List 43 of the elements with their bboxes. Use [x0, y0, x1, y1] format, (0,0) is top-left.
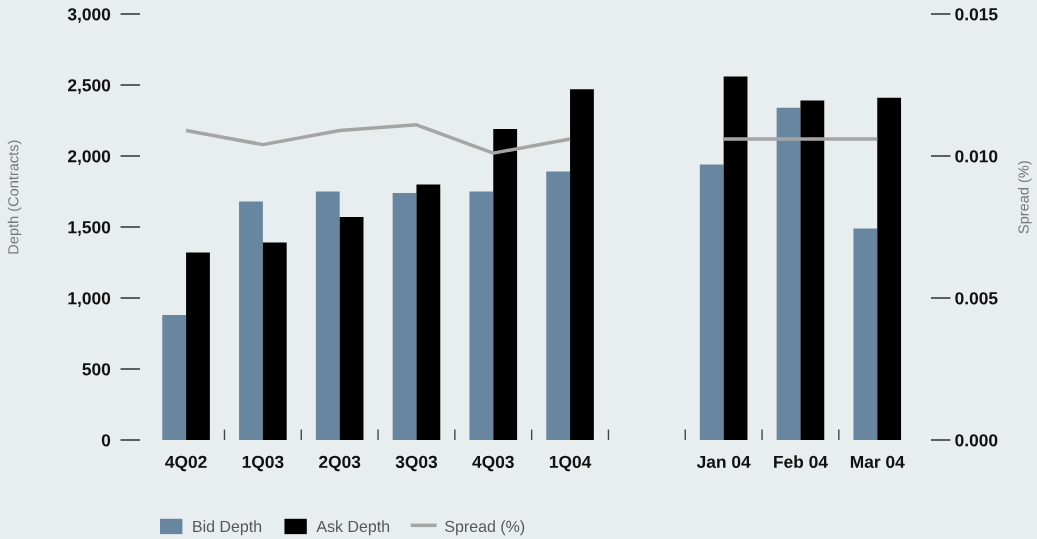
- bar: [546, 171, 571, 440]
- bar: [493, 129, 518, 440]
- bar: [186, 252, 210, 440]
- bar: [339, 217, 364, 440]
- bar: [392, 192, 417, 440]
- y2-tick-label: 0.010: [955, 150, 998, 163]
- bar: [262, 242, 287, 440]
- legend-label: Ask Depth: [316, 520, 390, 536]
- x-tick-label: 1Q03: [242, 455, 284, 472]
- x-tick-label: Mar 04: [850, 455, 905, 469]
- y2-tick-label: 0.000: [955, 434, 998, 447]
- legend-label: Spread (%): [445, 520, 525, 536]
- bar: [239, 201, 263, 440]
- y-axis-title: Depth (Contracts): [7, 140, 22, 254]
- bar: [853, 228, 878, 440]
- bar: [776, 107, 801, 440]
- x-tick-label: Jan 04: [696, 455, 751, 469]
- bar: [570, 89, 594, 440]
- bar: [469, 191, 494, 440]
- bar: [416, 184, 441, 440]
- y-tick-label: 1,000: [68, 292, 111, 307]
- x-tick-label: 3Q03: [395, 455, 438, 472]
- bar: [162, 315, 187, 440]
- x-tick-label: 1Q04: [549, 455, 592, 472]
- bar: [877, 97, 902, 440]
- bar: [699, 164, 724, 440]
- y-tick-label: 500: [82, 363, 111, 376]
- x-tick-label: 2Q03: [319, 455, 361, 472]
- bar: [723, 76, 748, 440]
- bar: [315, 191, 340, 440]
- y2-axis-title: Spread (%): [1018, 161, 1032, 234]
- y2-tick-label: 0.015: [955, 8, 998, 21]
- y-tick-label: 2,000: [67, 150, 111, 165]
- y-tick-label: 3,000: [67, 8, 111, 23]
- x-tick-label: Feb 04: [774, 455, 828, 469]
- bar: [800, 100, 825, 440]
- legend-label: Bid Depth: [193, 520, 262, 536]
- y-tick-label: 2,500: [67, 79, 111, 94]
- x-tick-label: 4Q03: [472, 455, 514, 472]
- x-tick-label: 4Q02: [165, 455, 207, 472]
- y-tick-label: 0: [101, 434, 111, 447]
- y2-tick-label: 0.005: [955, 292, 998, 305]
- y-tick-label: 1,500: [68, 221, 111, 236]
